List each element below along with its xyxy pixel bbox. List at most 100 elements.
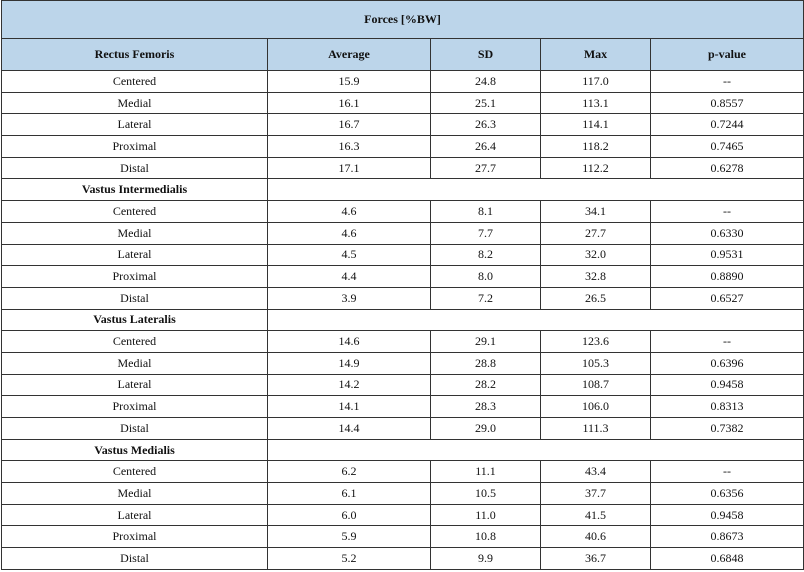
cell: 0.7244 bbox=[649, 113, 804, 137]
row-label: Centered bbox=[1, 200, 268, 223]
data-row: Lateral 6.0 11.0 41.5 0.9458 bbox=[1, 503, 804, 527]
data-row: Centered 14.6 29.1 123.6 -- bbox=[1, 330, 804, 353]
cell: 0.6848 bbox=[649, 547, 804, 570]
row-label: Medial bbox=[1, 351, 268, 375]
cell: 25.1 bbox=[430, 91, 541, 115]
cell: 14.4 bbox=[267, 417, 431, 440]
cell: 4.6 bbox=[267, 200, 431, 223]
cell: 4.5 bbox=[267, 243, 431, 267]
cell: 7.2 bbox=[430, 286, 541, 310]
data-row: Centered 15.9 24.8 117.0 -- bbox=[1, 70, 804, 93]
cell: 0.7382 bbox=[649, 417, 804, 440]
cell: 0.8313 bbox=[649, 395, 804, 418]
cell: 8.2 bbox=[430, 243, 541, 267]
data-row: Lateral 16.7 26.3 114.1 0.7244 bbox=[1, 113, 804, 137]
cell: 0.8673 bbox=[649, 525, 804, 549]
cell: 27.7 bbox=[430, 156, 541, 180]
header-row: Rectus Femoris Average SD Max p-value bbox=[1, 38, 804, 71]
cell: 17.1 bbox=[267, 156, 431, 180]
cell: 28.3 bbox=[430, 395, 541, 418]
cell: 0.6330 bbox=[649, 221, 804, 245]
cell: 10.5 bbox=[430, 482, 541, 505]
row-label: Proximal bbox=[1, 525, 268, 549]
cell: 14.2 bbox=[267, 373, 431, 397]
data-row: Distal 3.9 7.2 26.5 0.6527 bbox=[1, 286, 804, 310]
section-row: Vastus Medialis bbox=[1, 438, 804, 462]
cell: -- bbox=[649, 330, 804, 353]
cell: 106.0 bbox=[540, 395, 651, 418]
row-label: Distal bbox=[1, 417, 268, 440]
cell: 16.3 bbox=[267, 135, 431, 158]
row-label: Proximal bbox=[1, 135, 268, 158]
cell: 26.4 bbox=[430, 135, 541, 158]
cell: 29.1 bbox=[430, 330, 541, 353]
section-row: Vastus Lateralis bbox=[1, 308, 804, 332]
cell: 0.9531 bbox=[649, 243, 804, 267]
section-blank bbox=[266, 308, 804, 332]
column-header: Average bbox=[267, 38, 431, 71]
cell: 118.2 bbox=[540, 135, 651, 158]
cell: 6.1 bbox=[267, 482, 431, 505]
cell: 0.6396 bbox=[649, 351, 804, 375]
section-label: Vastus Intermedialis bbox=[1, 178, 268, 202]
section-blank bbox=[266, 438, 804, 462]
data-row: Proximal 16.3 26.4 118.2 0.7465 bbox=[1, 135, 804, 158]
cell: 5.9 bbox=[267, 525, 431, 549]
section-row: Vastus Intermedialis bbox=[1, 178, 804, 202]
cell: 4.4 bbox=[267, 265, 431, 288]
cell: -- bbox=[649, 460, 804, 484]
row-label: Distal bbox=[1, 547, 268, 570]
row-label: Medial bbox=[1, 221, 268, 245]
column-header: Max bbox=[540, 38, 651, 71]
cell: 14.6 bbox=[267, 330, 431, 353]
cell: 8.1 bbox=[430, 200, 541, 223]
cell: 117.0 bbox=[540, 70, 651, 93]
cell: 114.1 bbox=[540, 113, 651, 137]
cell: -- bbox=[649, 200, 804, 223]
row-label: Distal bbox=[1, 286, 268, 310]
data-row: Centered 4.6 8.1 34.1 -- bbox=[1, 200, 804, 223]
cell: 105.3 bbox=[540, 351, 651, 375]
cell: 41.5 bbox=[540, 503, 651, 527]
row-label: Centered bbox=[1, 330, 268, 353]
cell: 6.0 bbox=[267, 503, 431, 527]
cell: 15.9 bbox=[267, 70, 431, 93]
cell: 9.9 bbox=[430, 547, 541, 570]
data-row: Proximal 4.4 8.0 32.8 0.8890 bbox=[1, 265, 804, 288]
cell: 0.9458 bbox=[649, 373, 804, 397]
cell: 0.8890 bbox=[649, 265, 804, 288]
cell: 26.5 bbox=[540, 286, 651, 310]
data-row: Distal 14.4 29.0 111.3 0.7382 bbox=[1, 417, 804, 440]
table-title: Forces [%BW] bbox=[0, 0, 804, 39]
data-row: Medial 4.6 7.7 27.7 0.6330 bbox=[1, 221, 804, 245]
cell: 16.1 bbox=[267, 91, 431, 115]
cell: 32.0 bbox=[540, 243, 651, 267]
cell: 16.7 bbox=[267, 113, 431, 137]
row-label: Lateral bbox=[1, 113, 268, 137]
data-row: Distal 17.1 27.7 112.2 0.6278 bbox=[1, 156, 804, 180]
cell: 28.2 bbox=[430, 373, 541, 397]
title-row: Forces [%BW] bbox=[0, 0, 804, 39]
data-row: Distal 5.2 9.9 36.7 0.6848 bbox=[1, 547, 804, 570]
cell: 0.6278 bbox=[649, 156, 804, 180]
cell: 7.7 bbox=[430, 221, 541, 245]
cell: 34.1 bbox=[540, 200, 651, 223]
row-label: Medial bbox=[1, 91, 268, 115]
row-label: Lateral bbox=[1, 373, 268, 397]
section-label: Vastus Lateralis bbox=[1, 308, 268, 332]
cell: 108.7 bbox=[540, 373, 651, 397]
cell: 32.8 bbox=[540, 265, 651, 288]
data-row: Centered 6.2 11.1 43.4 -- bbox=[1, 460, 804, 484]
row-label: Centered bbox=[1, 70, 268, 93]
cell: 3.9 bbox=[267, 286, 431, 310]
row-label: Proximal bbox=[1, 265, 268, 288]
cell: 111.3 bbox=[540, 417, 651, 440]
section-blank bbox=[266, 178, 804, 202]
cell: 14.9 bbox=[267, 351, 431, 375]
cell: 10.8 bbox=[430, 525, 541, 549]
cell: 11.1 bbox=[430, 460, 541, 484]
cell: 0.7465 bbox=[649, 135, 804, 158]
cell: 24.8 bbox=[430, 70, 541, 93]
